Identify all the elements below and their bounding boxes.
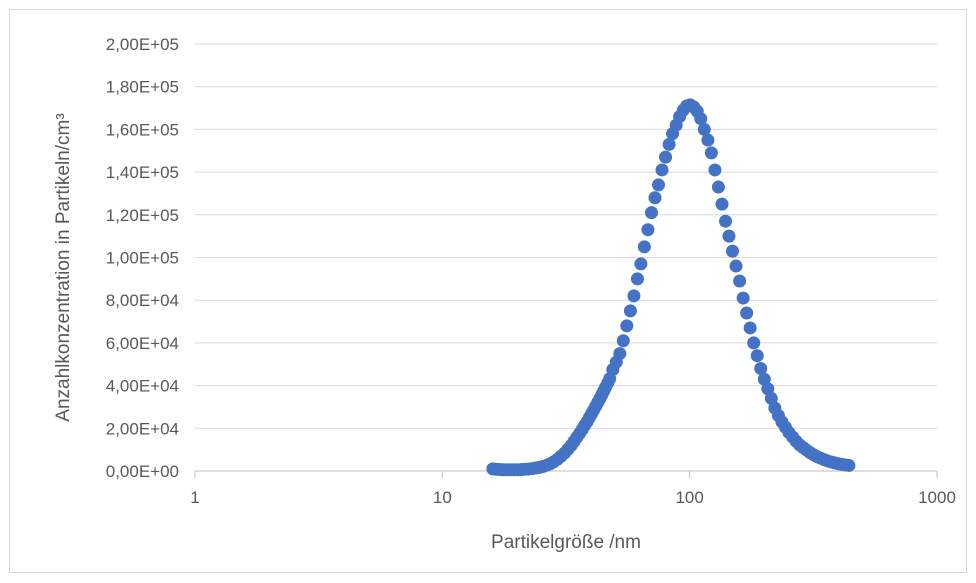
data-point: [630, 272, 644, 286]
y-tick-label: 1,80E+05: [106, 78, 179, 97]
y-tick-label: 1,60E+05: [106, 120, 179, 139]
data-point: [740, 306, 754, 320]
y-tick-label: 1,20E+05: [106, 206, 179, 225]
data-point: [634, 257, 648, 271]
data-point: [754, 362, 768, 376]
x-tick-label: 100: [675, 488, 703, 507]
y-tick-label: 2,00E+05: [106, 35, 179, 54]
data-point: [620, 319, 634, 333]
data-point: [613, 347, 627, 361]
data-point: [623, 304, 637, 318]
data-point: [655, 163, 669, 177]
y-axis-title: Anzahlkonzentration in Partikeln/cm³: [53, 113, 74, 421]
data-point: [659, 150, 673, 164]
data-point: [701, 133, 715, 147]
data-point: [694, 112, 708, 126]
data-point: [715, 197, 729, 211]
chart-frame: [9, 9, 967, 573]
data-point: [747, 336, 761, 350]
y-tick-labels: 0,00E+00 2,00E+04 4,00E+04 6,00E+04 8,00E+04…: [106, 35, 179, 481]
data-point: [616, 334, 630, 348]
data-point: [711, 180, 725, 194]
x-tick-label: 1000: [918, 488, 956, 507]
data-point: [651, 178, 665, 192]
data-point: [733, 274, 747, 288]
data-point: [627, 289, 641, 303]
y-tick-label: 1,40E+05: [106, 163, 179, 182]
data-point: [708, 163, 722, 177]
data-point: [726, 244, 740, 258]
data-point: [637, 240, 651, 254]
y-tick-label: 0,00E+00: [106, 462, 179, 481]
data-point: [743, 321, 757, 335]
x-tick-labels: 1 10 100 1000: [190, 488, 956, 507]
data-point: [729, 259, 743, 273]
data-point: [641, 223, 655, 237]
x-axis-title: Partikelgröße /nm: [491, 532, 641, 553]
y-tick-label: 8,00E+04: [106, 291, 179, 310]
data-point: [645, 206, 659, 220]
data-point: [719, 214, 733, 228]
data-points: [486, 98, 856, 477]
y-tick-label: 2,00E+04: [106, 419, 179, 438]
data-point: [736, 291, 750, 305]
y-tick-label: 1,00E+05: [106, 249, 179, 268]
data-point: [704, 146, 718, 160]
y-tick-label: 6,00E+04: [106, 334, 179, 353]
x-tick-label: 1: [190, 488, 199, 507]
data-point: [648, 191, 662, 205]
data-point: [750, 349, 764, 363]
data-point: [697, 122, 711, 136]
data-point: [662, 137, 676, 151]
gridlines: [194, 43, 938, 478]
data-point: [722, 229, 736, 243]
data-point: [842, 458, 856, 472]
x-tick-label: 10: [433, 488, 452, 507]
y-tick-label: 4,00E+04: [106, 377, 179, 396]
